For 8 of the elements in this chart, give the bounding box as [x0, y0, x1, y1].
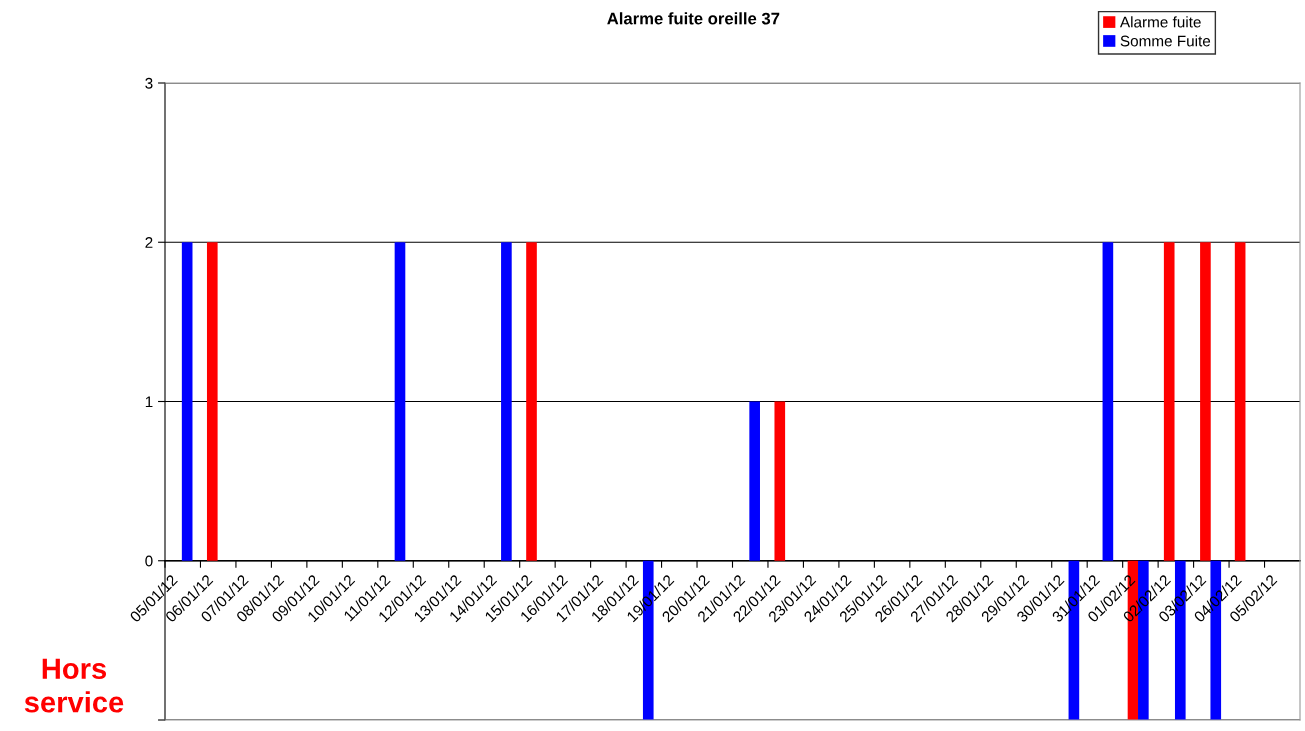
y-tick-label: 0 [145, 555, 153, 567]
y-tick-label: 2 [145, 237, 153, 248]
legend-label: Alarme fuite [1119, 16, 1201, 28]
y-tick-label: 1 [145, 396, 153, 408]
text: Hors service [24, 658, 124, 713]
y-tick-label: 3 [145, 77, 153, 89]
chart-title: Alarme fuite oreille 37 [607, 12, 780, 25]
legend-label: Somme Fuite [1120, 35, 1211, 47]
